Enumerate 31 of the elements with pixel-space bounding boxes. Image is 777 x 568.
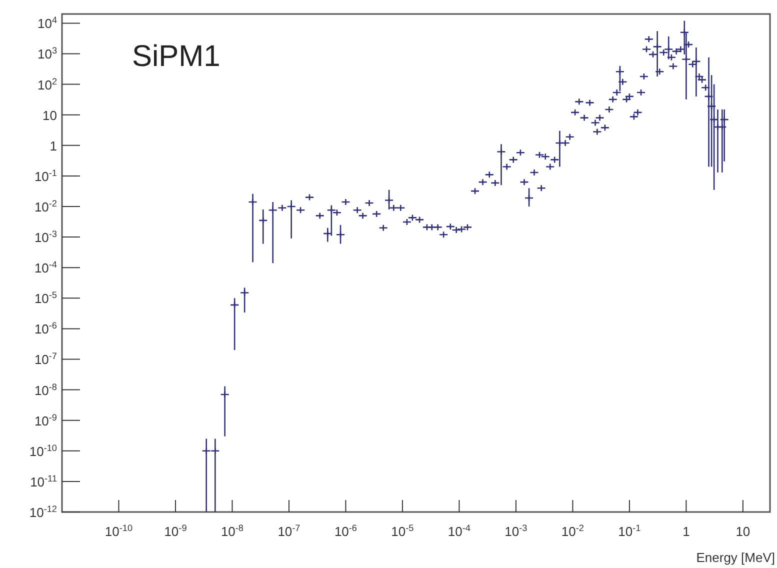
y-tick-label: 10$^{3}$ [37,46,57,62]
y-tick-label: 10$^{2}$ [37,76,57,92]
y-tick-label: 10$^{-2}$ [34,198,57,214]
y-tick-label: 10 [42,108,57,123]
y-tick-label: 10$^{4}$ [37,15,57,32]
x-tick-label: 10$^{-2}$ [561,523,584,539]
x-tick-label: 10$^{-7}$ [278,523,300,539]
y-tick-label: 1 [50,138,57,154]
y-tick-label: 10$^{-8}$ [34,382,57,398]
y-tick-label: 10$^{-1}$ [34,168,57,184]
x-tick-label: 10$^{-3}$ [504,523,528,539]
y-tick-label: 10$^{-9}$ [34,412,57,428]
y-tick-label: 10$^{-11}$ [30,473,57,490]
x-tick-label: 10$^{-4}$ [448,523,470,539]
y-tick-label: 10$^{-12}$ [29,504,57,520]
x-tick-label: 10 [736,524,750,539]
y-tick-label: 10$^{-3}$ [34,229,57,246]
y-tick-label: 10$^{-4}$ [34,260,57,276]
x-tick-label: 1 [682,524,690,539]
x-tick-label: 10$^{-1}$ [618,523,641,539]
x-tick-label: 10$^{-5}$ [391,523,414,539]
y-tick-label: 10$^{-6}$ [34,320,57,337]
x-tick-label: 10$^{-6}$ [334,523,357,539]
y-tick-label: 10$^{-10}$ [29,442,57,459]
y-tick-label: 10$^{-5}$ [34,290,57,306]
x-tick-label: 10$^{-8}$ [220,523,244,539]
text: SiPM1 [132,40,220,73]
x-axis-title: Energy [MeV] [696,550,775,565]
x-tick-label: 10$^{-10}$ [104,523,133,539]
y-tick-label: 10$^{-7}$ [34,351,57,368]
x-tick-label: 10$^{-9}$ [164,523,187,539]
